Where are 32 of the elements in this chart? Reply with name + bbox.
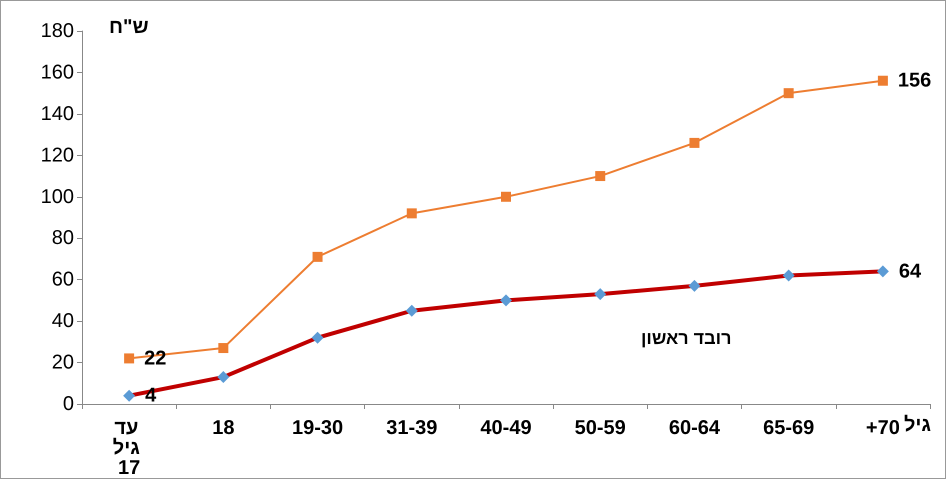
x-tick-label: 50-59 bbox=[574, 417, 626, 439]
y-tick-label: 60 bbox=[52, 268, 74, 291]
y-tick-label: 0 bbox=[62, 393, 74, 415]
point bbox=[124, 353, 134, 364]
point bbox=[878, 76, 888, 86]
text: רובד ראשון bbox=[641, 328, 732, 348]
point bbox=[312, 252, 323, 262]
point bbox=[689, 138, 700, 148]
x-tick-label: 18 bbox=[212, 417, 234, 439]
y-axis-title: ש"ח bbox=[109, 16, 149, 38]
y-tick-label: 100 bbox=[40, 186, 74, 208]
x-tick-label: 19-30 bbox=[292, 417, 344, 439]
point bbox=[218, 343, 228, 354]
x-tick-label: 60-64 bbox=[668, 417, 721, 439]
y-tick-label: 140 bbox=[40, 102, 74, 125]
x-tick-label: 31-39 bbox=[386, 417, 438, 439]
y-tick-label: 120 bbox=[40, 144, 74, 166]
data-label: 64 bbox=[898, 260, 922, 282]
point bbox=[501, 192, 511, 202]
x-tick-label: 65-69 bbox=[763, 417, 814, 439]
y-tick-label: 180 bbox=[40, 20, 74, 42]
x-tick-label: 40-49 bbox=[480, 417, 532, 439]
x-axis-title: גיל bbox=[904, 414, 932, 436]
y-tick-label: 160 bbox=[40, 61, 74, 84]
y-tick-label: 40 bbox=[52, 310, 74, 332]
point bbox=[406, 208, 417, 218]
point bbox=[784, 88, 794, 98]
y-tick-label: 80 bbox=[52, 227, 74, 250]
data-label: 156 bbox=[898, 70, 932, 92]
point bbox=[595, 171, 606, 182]
x-tick-label: +70 bbox=[866, 417, 900, 439]
y-tick-label: 20 bbox=[52, 352, 74, 374]
